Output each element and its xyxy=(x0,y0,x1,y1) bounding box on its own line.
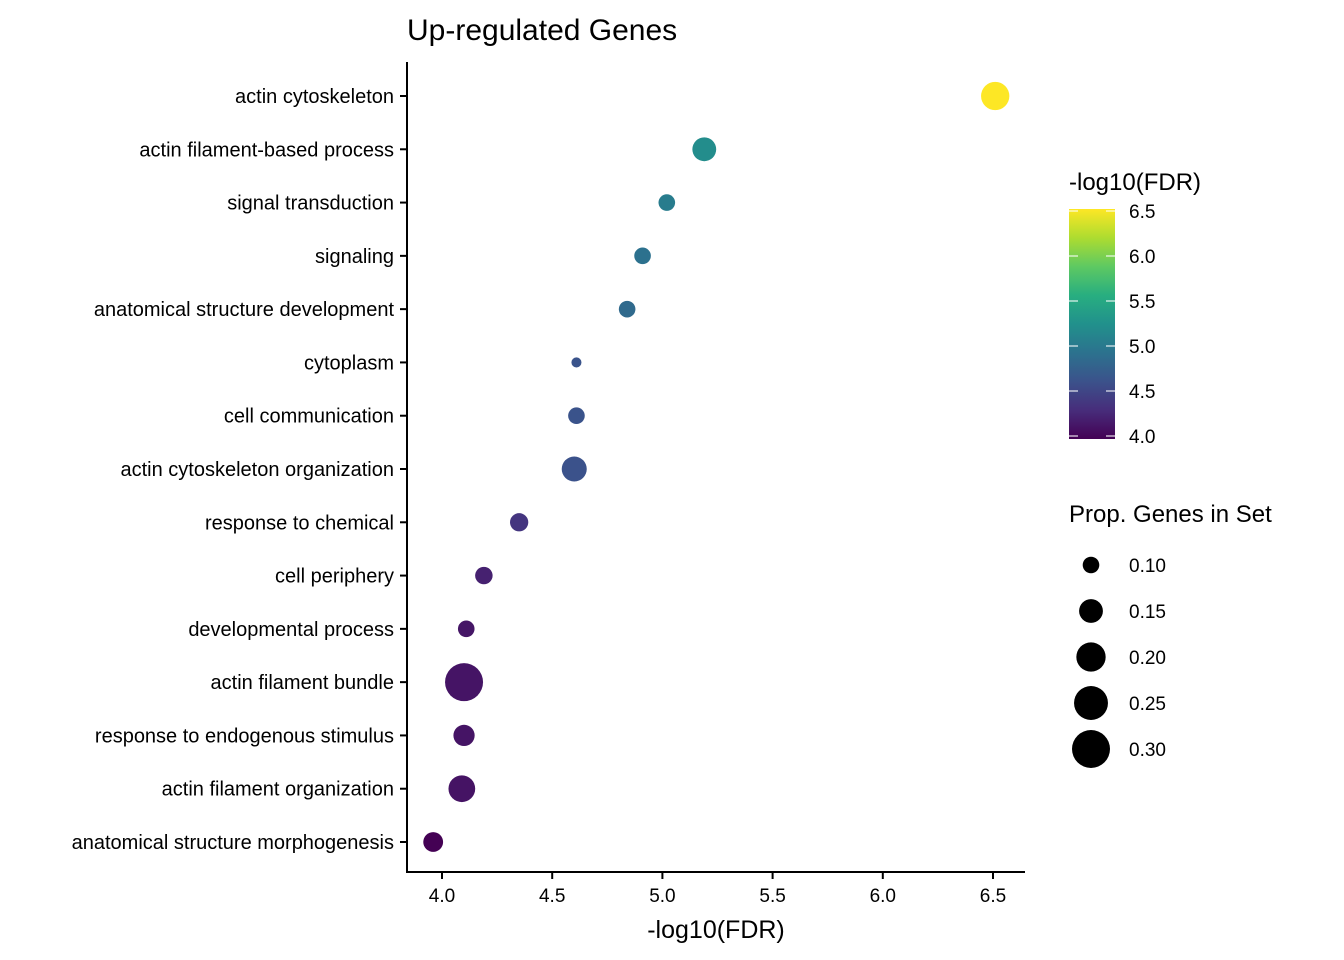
data-point xyxy=(981,81,1010,111)
y-tick-label: actin cytoskeleton organization xyxy=(121,459,395,481)
size-legend-label: 0.15 xyxy=(1129,602,1166,623)
y-tick-label: cell periphery xyxy=(275,566,394,588)
x-tick-label: 6.0 xyxy=(870,886,896,907)
size-legend-key xyxy=(1082,556,1100,574)
data-point xyxy=(509,513,529,532)
size-legend-title: Prop. Genes in Set xyxy=(1069,501,1272,528)
x-tick-label: 5.5 xyxy=(759,886,785,907)
y-tick-label: developmental process xyxy=(188,619,394,641)
data-point xyxy=(448,775,476,803)
data-point xyxy=(568,407,585,425)
y-tick-label: cytoplasm xyxy=(304,352,394,374)
colorbar-label: 5.0 xyxy=(1129,337,1155,358)
colorbar xyxy=(1069,209,1115,439)
colorbar-label: 5.5 xyxy=(1129,292,1155,313)
x-tick-label: 5.0 xyxy=(649,886,675,907)
data-point xyxy=(445,663,484,702)
y-tick-label: anatomical structure morphogenesis xyxy=(72,832,394,854)
y-tick-label: response to endogenous stimulus xyxy=(95,725,394,747)
y-tick-label: actin cytoskeleton xyxy=(235,86,394,108)
y-tick-label: response to chemical xyxy=(205,512,394,534)
y-tick-label: actin filament organization xyxy=(162,779,394,801)
size-legend-label: 0.25 xyxy=(1129,694,1166,715)
y-tick-label: signal transduction xyxy=(227,193,394,215)
data-point xyxy=(561,456,587,482)
data-point xyxy=(692,137,717,162)
y-tick-label: actin filament-based process xyxy=(139,139,394,161)
data-point xyxy=(618,300,636,318)
size-legend-key xyxy=(1072,730,1110,768)
data-point xyxy=(453,724,475,747)
colorbar-label: 4.0 xyxy=(1129,427,1155,448)
x-tick-label: 4.0 xyxy=(429,886,455,907)
x-tick-label: 4.5 xyxy=(539,886,565,907)
data-point xyxy=(658,194,676,211)
colorbar-label: 6.5 xyxy=(1129,202,1155,223)
size-legend-key xyxy=(1079,599,1103,623)
data-point xyxy=(475,566,493,585)
size-legend-key xyxy=(1074,686,1108,720)
chart-title: Up-regulated Genes xyxy=(407,14,677,47)
y-tick-label: anatomical structure development xyxy=(94,299,395,321)
colorbar-label: 6.0 xyxy=(1129,247,1155,268)
size-legend-label: 0.10 xyxy=(1129,556,1166,577)
y-tick-label: actin filament bundle xyxy=(211,672,394,694)
data-point xyxy=(634,247,651,265)
y-tick-label: signaling xyxy=(315,246,394,268)
data-point xyxy=(423,832,444,852)
colorbar-label: 4.5 xyxy=(1129,382,1155,403)
size-legend-label: 0.20 xyxy=(1129,648,1166,669)
x-tick-label: 6.5 xyxy=(980,886,1006,907)
size-legend-key xyxy=(1076,642,1106,672)
y-tick-label: cell communication xyxy=(224,406,394,428)
x-axis-title: -log10(FDR) xyxy=(647,916,785,944)
data-point xyxy=(457,620,475,638)
data-point xyxy=(571,357,582,368)
size-legend-label: 0.30 xyxy=(1129,740,1166,761)
color-legend-title: -log10(FDR) xyxy=(1069,169,1201,196)
